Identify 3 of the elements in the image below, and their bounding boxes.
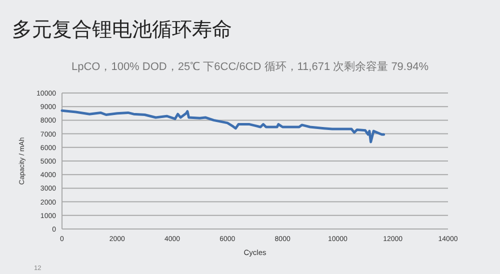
chart-subtitle: LpCO，100% DOD，25℃ 下6CC/6CD 循环，11,671 次剩余容量 79.94% <box>71 60 429 73</box>
line-series <box>60 109 386 144</box>
chart-title: 多元复合锂电池循环寿命 <box>12 19 232 41</box>
